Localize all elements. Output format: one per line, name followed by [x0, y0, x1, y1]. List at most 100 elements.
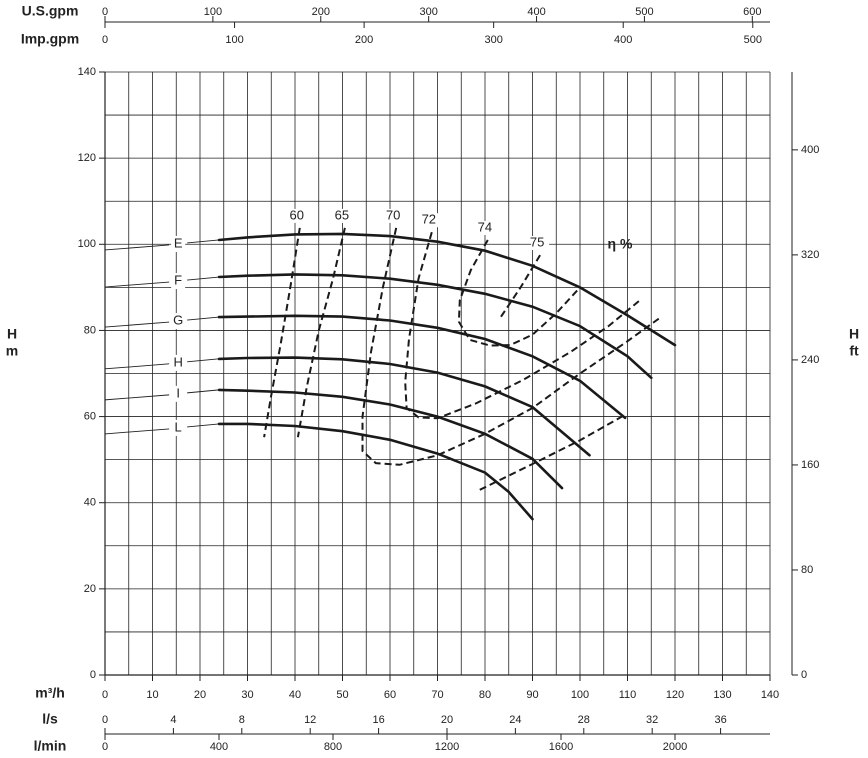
y-tick-label: 20 — [84, 583, 96, 595]
axis-tick-label: 2000 — [663, 741, 687, 753]
axis-tick-label: 500 — [635, 6, 653, 18]
leader-line — [187, 239, 220, 244]
efficiency-curve — [296, 227, 626, 491]
x-tick-label: 10 — [146, 689, 158, 701]
efficiency-curve — [361, 227, 661, 466]
label-bg — [171, 273, 186, 290]
x-tick-label: 60 — [384, 689, 396, 701]
x-tick-label: 40 — [289, 689, 301, 701]
x-tick-label: 120 — [666, 689, 684, 701]
series-label: H — [173, 354, 182, 369]
efficiency-curve — [404, 231, 641, 420]
x-tick-label: 100 — [571, 689, 589, 701]
axis-tick-label: 32 — [646, 714, 658, 726]
y2-tick-label: 0 — [801, 669, 807, 681]
pump-curve — [217, 314, 627, 420]
y-tick-label: 40 — [84, 497, 96, 509]
axis-tick-label: 500 — [744, 34, 762, 46]
efficiency-value-label: 75 — [530, 234, 544, 249]
efficiency-label: η % — [608, 236, 633, 252]
axis-tick-label: 800 — [324, 741, 342, 753]
efficiency-value-label: 74 — [478, 219, 492, 234]
y2-tick-label: 400 — [801, 144, 819, 156]
leader-line — [104, 244, 170, 251]
label-bg — [290, 208, 309, 223]
label-bg — [171, 419, 186, 436]
y2-tick-label: 80 — [801, 564, 813, 576]
series-label: I — [176, 385, 180, 400]
label-bg — [335, 208, 354, 223]
y-axis-label: H — [7, 326, 17, 342]
axis-tick-label: 28 — [578, 714, 590, 726]
axis-label: l/min — [34, 738, 67, 754]
pump-curve — [217, 388, 564, 490]
axis-tick-label: 24 — [509, 714, 521, 726]
x-tick-label: 110 — [619, 689, 637, 701]
x-tick-label: 130 — [713, 689, 731, 701]
axis-tick-label: 0 — [102, 741, 108, 753]
efficiency-curve — [499, 254, 541, 319]
label-bg — [422, 213, 441, 228]
axis-tick-label: 300 — [484, 34, 502, 46]
label-bg — [531, 236, 550, 251]
axis-tick-label: 100 — [204, 6, 222, 18]
y2-axis-label: H — [849, 326, 859, 342]
efficiency-value-label: 60 — [290, 207, 304, 222]
x-tick-label: 0 — [102, 689, 108, 701]
efficiency-value-label: 72 — [422, 212, 436, 227]
y2-tick-label: 320 — [801, 249, 819, 261]
y-tick-label: 0 — [90, 669, 96, 681]
axis-tick-label: 400 — [614, 34, 632, 46]
axis-tick-label: 100 — [225, 34, 243, 46]
axis-tick-label: 300 — [419, 6, 437, 18]
label-bg — [387, 208, 406, 223]
label-bg — [478, 220, 497, 235]
axis-tick-label: 4 — [170, 714, 176, 726]
pump-curve — [217, 422, 534, 521]
leader-line — [187, 276, 220, 281]
series-label: L — [175, 419, 182, 434]
pump-curve — [217, 356, 591, 457]
y2-tick-label: 160 — [801, 459, 819, 471]
axis-tick-label: 8 — [239, 714, 245, 726]
y2-tick-label: 240 — [801, 354, 819, 366]
efficiency-curve — [263, 227, 301, 438]
leader-line — [104, 428, 170, 435]
x-tick-label: 80 — [479, 689, 491, 701]
x-tick-label: 140 — [761, 689, 779, 701]
axis-tick-label: 20 — [441, 714, 453, 726]
axis-tick-label: 1200 — [435, 741, 459, 753]
label-bg — [171, 354, 186, 371]
y-tick-label: 120 — [78, 152, 96, 164]
label-bg — [171, 235, 186, 252]
leader-line — [104, 281, 170, 288]
y2-axis-unit: ft — [849, 343, 859, 359]
efficiency-curve — [457, 239, 581, 347]
axis-tick-label: 12 — [304, 714, 316, 726]
efficiency-value-label: 70 — [386, 207, 400, 222]
y-axis-unit: m — [6, 343, 18, 359]
efficiency-value-label: 65 — [335, 207, 349, 222]
pump-curve — [217, 232, 677, 347]
axis-tick-label: 200 — [355, 34, 373, 46]
leader-line — [187, 316, 220, 321]
label-bg — [171, 313, 186, 330]
axis-tick-label: 16 — [372, 714, 384, 726]
series-label: E — [174, 235, 183, 250]
axis-tick-label: 1600 — [549, 741, 573, 753]
series-label: G — [173, 313, 183, 328]
leader-line — [104, 363, 170, 370]
pump-curve — [217, 273, 653, 380]
y-tick-label: 80 — [84, 324, 96, 336]
y-tick-label: 60 — [84, 410, 96, 422]
leader-line — [187, 389, 220, 394]
label-bg — [171, 385, 186, 402]
axis-tick-label: 0 — [102, 34, 108, 46]
axis-tick-label: 200 — [312, 6, 330, 18]
axis-tick-label: 600 — [743, 6, 761, 18]
axis-label: U.S.gpm — [22, 3, 79, 19]
y-tick-label: 100 — [78, 238, 96, 250]
x-tick-label: 70 — [431, 689, 443, 701]
axis-label: l/s — [42, 711, 58, 727]
